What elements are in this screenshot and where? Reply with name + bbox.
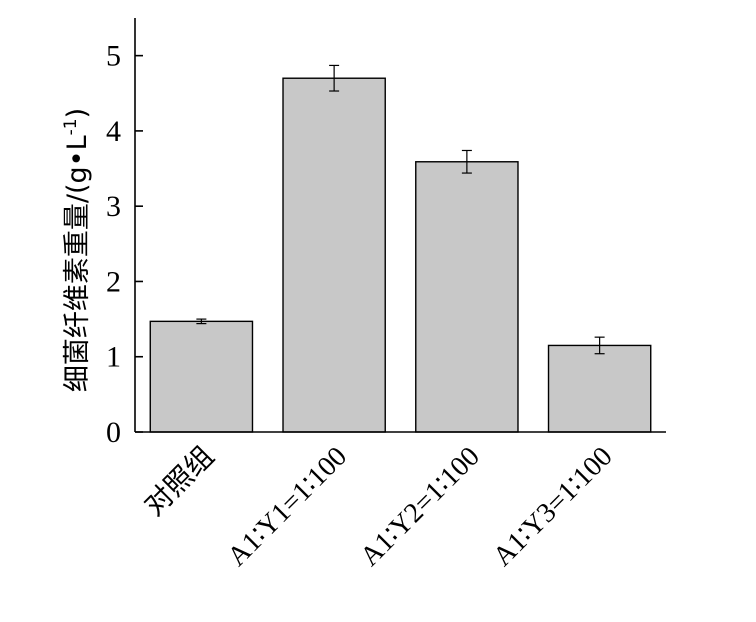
y-tick-label: 2 [106,265,121,298]
axes-layer [134,18,666,433]
x-tick-labels-layer: 对照组 A1∶Y1=1∶100 A1∶Y2=1∶100 A1∶Y3=1∶100 [138,440,618,572]
error-bar [329,64,340,92]
y-axis-label: 细菌纤维素重量/(g•L-1) [61,108,93,392]
x-tick-label: A1∶Y2=1∶100 [354,441,485,572]
bar [149,320,254,433]
error-bar [196,318,207,325]
y-tick-label: 0 [106,416,121,449]
y-tick-label: 4 [106,115,121,148]
x-tick-label: A1∶Y3=1∶100 [487,441,618,572]
y-tick-label: 3 [106,190,121,223]
y-axis-label-superscript: -1 [61,118,81,135]
y-axis-label-suffix: ) [62,108,93,119]
y-axis-label-main: 细菌纤维素重量/(g•L [62,135,93,392]
bar [415,161,519,433]
error-bars-layer [196,64,605,355]
error-bar [594,336,605,355]
bars-layer [149,77,652,433]
x-tick-label: 对照组 [138,440,220,522]
x-tick-label: A1∶Y1=1∶100 [222,441,353,572]
y-tick-label: 5 [106,40,121,73]
y-ticks-layer: 0 1 2 3 4 5 [106,40,143,449]
error-bar [461,149,472,174]
bar [282,77,386,433]
bar [547,344,652,433]
y-tick-label: 1 [106,341,121,374]
